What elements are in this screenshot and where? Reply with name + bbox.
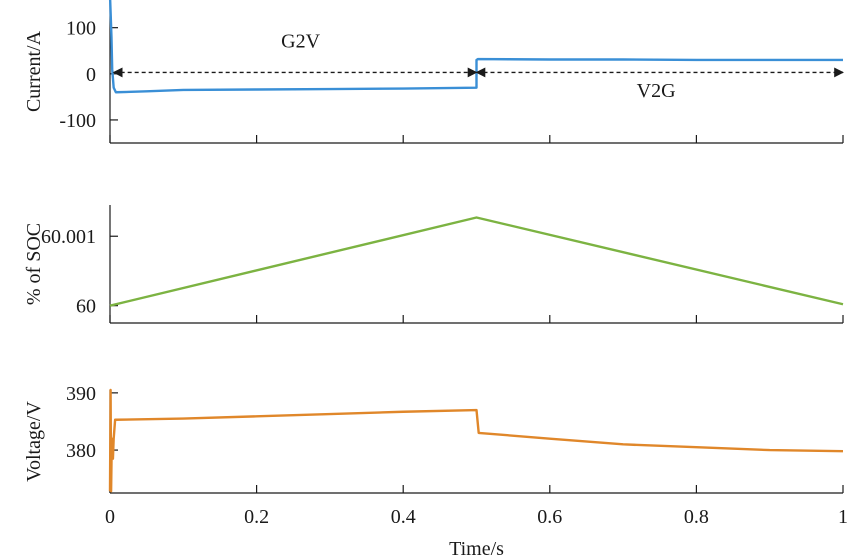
y-tick-label: 60.001: [41, 226, 96, 248]
y-axis-label: Current/A: [23, 30, 45, 112]
y-tick-label: 100: [66, 18, 96, 40]
y-tick-label: 390: [66, 383, 96, 405]
x-tick-label: 0.6: [537, 506, 562, 528]
y-tick-label: -100: [59, 110, 96, 132]
current-series-line: [108, 0, 843, 94]
y-tick-label: 380: [66, 440, 96, 462]
y-tick-label: 60: [76, 296, 96, 318]
y-axis-label: Voltage/V: [23, 401, 45, 482]
x-tick-label: 1: [838, 506, 848, 528]
x-tick-label: 0.4: [391, 506, 416, 528]
y-tick-label: 0: [86, 64, 96, 86]
y-axis-label: % of SOC: [23, 223, 45, 305]
x-tick-label: 0: [105, 506, 115, 528]
v2g-label: V2G: [637, 80, 676, 102]
panel-2: 60.001 60 % of SOC: [23, 205, 844, 324]
x-tick-label: 0.2: [244, 506, 269, 528]
panel-3: 0 0.2 0.4 0.6 0.8 1 390 380 Voltage/V Time/s: [23, 383, 848, 560]
soc-series-line: [109, 216, 844, 307]
panel-1: 100 0 -100 Current/A G2V V2G: [23, 0, 844, 144]
g2v-label: G2V: [281, 31, 320, 53]
voltage-series-line: [108, 388, 844, 493]
x-axis-label: Time/s: [449, 538, 504, 560]
x-tick-label: 0.8: [684, 506, 709, 528]
